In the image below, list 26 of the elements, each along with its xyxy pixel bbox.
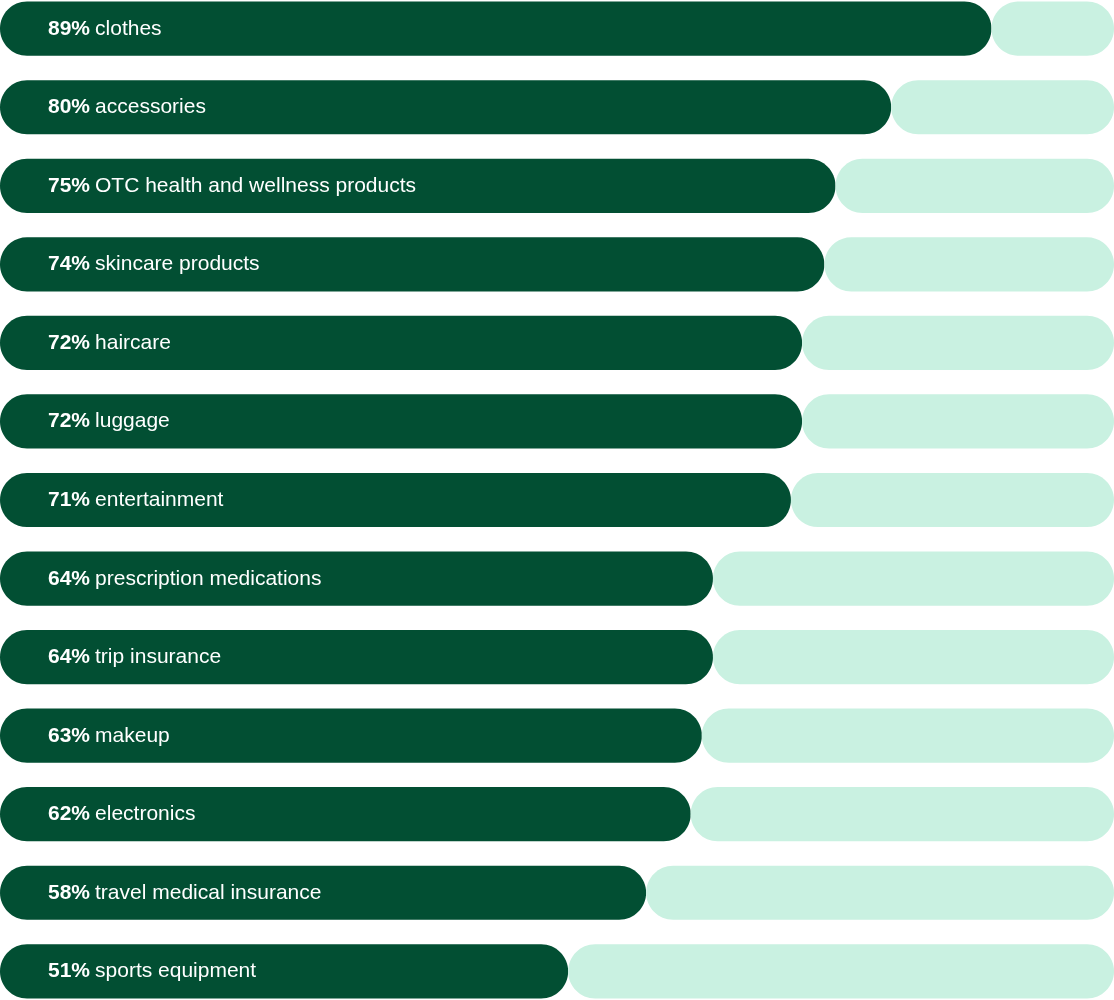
y-tick-label: electronics bbox=[95, 801, 196, 825]
data-label: 74% bbox=[48, 251, 91, 275]
data-label: 80% bbox=[48, 94, 91, 118]
data-label: 75% bbox=[48, 172, 91, 196]
data-label: 72% bbox=[48, 408, 91, 432]
data-label: 63% bbox=[48, 722, 91, 746]
data-label: 51% bbox=[48, 958, 91, 982]
y-tick-label: sports equipment bbox=[95, 958, 257, 982]
y-tick-label: haircare bbox=[95, 329, 171, 353]
y-tick-label: trip insurance bbox=[95, 644, 222, 668]
data-label: 64% bbox=[48, 644, 91, 668]
y-tick-label: entertainment bbox=[95, 487, 224, 510]
data-label: 89% bbox=[48, 15, 91, 39]
y-tick-label: accessories bbox=[95, 94, 206, 118]
y-tick-label: skincare products bbox=[95, 251, 260, 275]
y-tick-label: clothes bbox=[95, 15, 162, 39]
y-tick-label: makeup bbox=[95, 722, 170, 746]
data-label: 62% bbox=[48, 801, 91, 825]
y-tick-label: prescription medications bbox=[95, 565, 322, 589]
data-label: 72% bbox=[48, 329, 91, 353]
data-label: 64% bbox=[48, 565, 91, 589]
data-label: 71% bbox=[48, 487, 91, 510]
data-label: 58% bbox=[48, 879, 91, 903]
y-tick-label: travel medical insurance bbox=[95, 879, 322, 903]
y-tick-label: OTC health and wellness products bbox=[95, 172, 417, 196]
y-tick-label: luggage bbox=[95, 408, 170, 432]
